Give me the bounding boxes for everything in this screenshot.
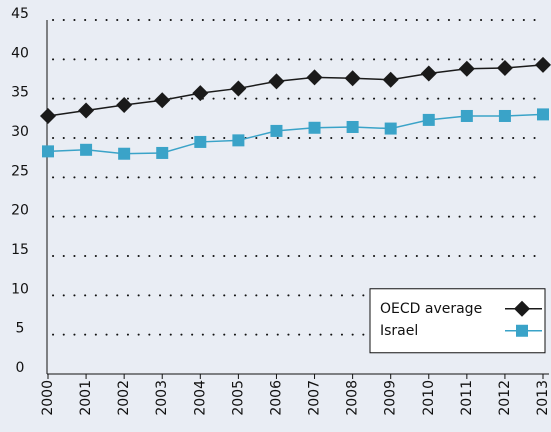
x-tick-label: 2005 bbox=[230, 380, 246, 416]
x-tick-label: 2002 bbox=[116, 380, 132, 416]
point bbox=[230, 80, 247, 97]
point bbox=[154, 92, 171, 109]
x-tick-label: 2004 bbox=[192, 380, 208, 416]
x-tick-label: 2010 bbox=[421, 380, 437, 416]
y-tick-label: 30 bbox=[11, 124, 29, 140]
point bbox=[78, 102, 95, 119]
x-tick-label: 2009 bbox=[383, 380, 399, 416]
point bbox=[80, 143, 93, 156]
x-tick-label: 2011 bbox=[459, 380, 475, 416]
point bbox=[268, 73, 285, 90]
point bbox=[420, 65, 437, 82]
legend-marker bbox=[514, 300, 530, 317]
point bbox=[346, 120, 359, 133]
x-tick-label: 2000 bbox=[40, 380, 56, 416]
point bbox=[496, 59, 513, 76]
point bbox=[460, 109, 473, 122]
point bbox=[156, 146, 169, 159]
legend-label: OECD average bbox=[380, 301, 482, 317]
point bbox=[537, 108, 549, 121]
point bbox=[40, 107, 56, 124]
point bbox=[306, 69, 323, 86]
x-tick-label: 2008 bbox=[345, 380, 361, 416]
point bbox=[498, 109, 511, 122]
point bbox=[535, 56, 551, 73]
point bbox=[42, 145, 54, 158]
legend-label: Israel bbox=[380, 323, 418, 339]
x-tick-label: 2007 bbox=[307, 380, 323, 416]
series-line bbox=[47, 113, 544, 155]
y-tick-label: 5 bbox=[16, 321, 25, 337]
x-tick-label: 2001 bbox=[78, 380, 94, 416]
legend-box bbox=[369, 288, 546, 354]
point bbox=[192, 85, 209, 102]
point bbox=[344, 70, 361, 87]
legend: OECD average Israel bbox=[369, 288, 546, 354]
point bbox=[116, 96, 133, 113]
y-tick-label: 0 bbox=[16, 360, 25, 376]
x-tick-label: 2013 bbox=[535, 380, 551, 416]
y-tick-label: 40 bbox=[11, 45, 29, 61]
x-tick-label: 2003 bbox=[154, 380, 170, 416]
point bbox=[308, 121, 321, 134]
x-tick-label: 2012 bbox=[497, 380, 513, 416]
y-tick-label: 25 bbox=[11, 163, 29, 179]
y-tick-label: 45 bbox=[11, 6, 29, 22]
y-tick-label: 35 bbox=[11, 85, 29, 101]
point bbox=[422, 113, 435, 126]
point bbox=[194, 135, 207, 148]
point bbox=[458, 60, 475, 77]
point bbox=[384, 122, 397, 135]
legend-marker bbox=[516, 324, 528, 337]
point bbox=[118, 147, 131, 160]
point bbox=[382, 71, 399, 88]
y-tick-label: 10 bbox=[11, 281, 29, 297]
y-tick-label: 15 bbox=[11, 242, 29, 258]
y-tick-label: 20 bbox=[11, 203, 29, 219]
point bbox=[232, 134, 245, 147]
x-tick-label: 2006 bbox=[268, 380, 284, 416]
point bbox=[270, 124, 283, 137]
